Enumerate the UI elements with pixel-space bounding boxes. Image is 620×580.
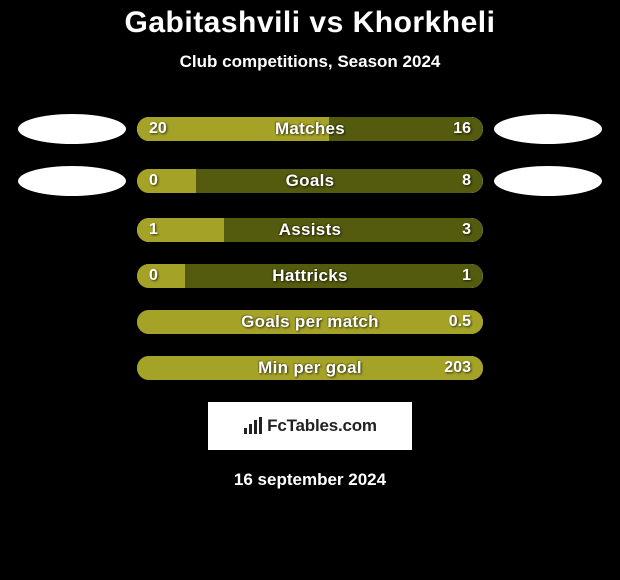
stats-list: Matches2016Goals08Assists13Hattricks01Go… <box>7 114 613 402</box>
stat-bar: Min per goal203 <box>137 356 483 380</box>
logo-text: FcTables.com <box>267 416 377 436</box>
player-avatar-left <box>18 114 126 144</box>
stat-label: Hattricks <box>137 264 483 288</box>
avatar-slot-left <box>7 114 137 144</box>
stat-bar: Assists1 3 <box>137 218 483 242</box>
stat-row: Goals per match0.5 <box>7 310 613 334</box>
stat-label: Min per goal <box>137 356 483 380</box>
stat-row: Hattricks0 1 <box>7 264 613 288</box>
stat-bar: Goals per match0.5 <box>137 310 483 334</box>
stat-label: Goals per match <box>137 310 483 334</box>
stat-label: Matches <box>137 117 483 141</box>
avatar-slot-left <box>7 166 137 196</box>
stat-row: Matches20 16 <box>7 114 613 144</box>
comparison-card: Gabitashvili vs Khorkheli Club competiti… <box>0 0 620 490</box>
stat-value-right: 203 <box>444 356 471 380</box>
subtitle: Club competitions, Season 2024 <box>180 52 441 72</box>
avatar-slot-right <box>483 114 613 144</box>
footer-date: 16 september 2024 <box>234 470 386 490</box>
avatar-slot-right <box>483 166 613 196</box>
source-logo[interactable]: FcTables.com <box>208 402 412 450</box>
stat-label: Assists <box>137 218 483 242</box>
stat-row: Assists1 3 <box>7 218 613 242</box>
player-avatar-right <box>494 114 602 144</box>
page-title: Gabitashvili vs Khorkheli <box>125 6 496 40</box>
chart-icon <box>243 417 263 435</box>
stat-value-right: 16 <box>453 117 471 141</box>
stat-value-left: 0 <box>149 169 158 193</box>
stat-row: Min per goal203 <box>7 356 613 380</box>
stat-bar: Matches20 16 <box>137 117 483 141</box>
stat-label: Goals <box>137 169 483 193</box>
player-avatar-right <box>494 166 602 196</box>
stat-value-left: 20 <box>149 117 167 141</box>
player-avatar-left <box>18 166 126 196</box>
stat-value-left: 1 <box>149 218 158 242</box>
stat-value-right: 8 <box>462 169 471 193</box>
stat-bar: Hattricks0 1 <box>137 264 483 288</box>
stat-value-right: 0.5 <box>449 310 471 334</box>
stat-bar: Goals0 8 <box>137 169 483 193</box>
stat-value-right: 3 <box>462 218 471 242</box>
stat-row: Goals0 8 <box>7 166 613 196</box>
stat-value-left: 0 <box>149 264 158 288</box>
stat-value-right: 1 <box>462 264 471 288</box>
